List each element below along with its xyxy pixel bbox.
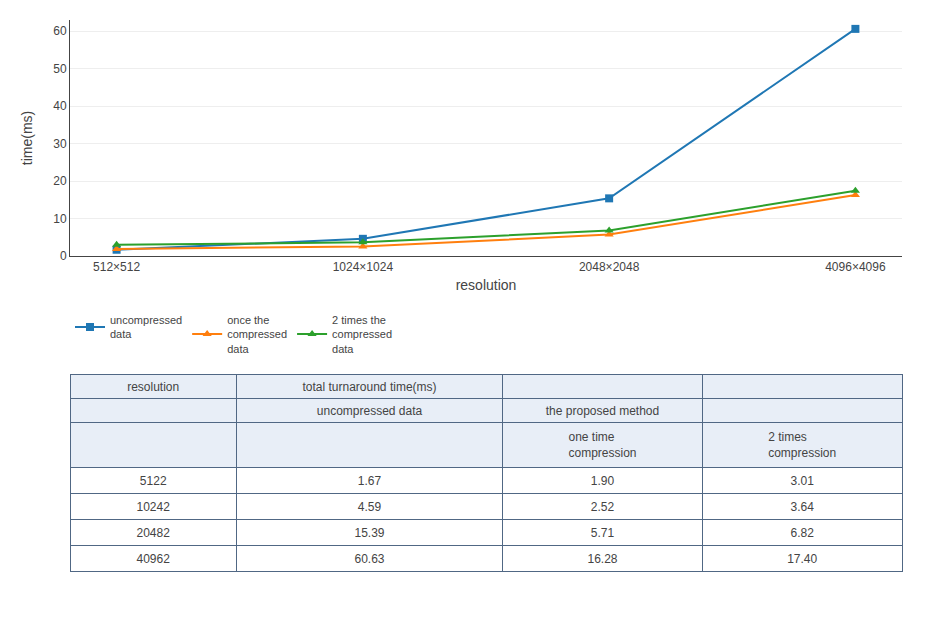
svg-text:2048×2048: 2048×2048 [579, 260, 640, 274]
svg-text:2 timescompression: 2 timescompression [768, 430, 836, 460]
svg-text:17.40: 17.40 [787, 552, 817, 566]
svg-text:5.71: 5.71 [591, 526, 615, 540]
svg-text:0: 0 [60, 249, 67, 263]
svg-text:20482: 20482 [137, 526, 171, 540]
svg-text:20: 20 [53, 174, 67, 188]
svg-text:40962: 40962 [137, 552, 171, 566]
svg-text:time(ms): time(ms) [19, 111, 35, 165]
svg-text:40: 40 [53, 99, 67, 113]
svg-text:once thecompresseddata: once thecompresseddata [227, 314, 287, 355]
svg-text:60: 60 [53, 24, 67, 38]
svg-text:6.82: 6.82 [790, 526, 814, 540]
svg-text:resolution: resolution [456, 277, 517, 293]
svg-text:60.63: 60.63 [355, 552, 385, 566]
svg-text:one timecompression: one timecompression [568, 430, 636, 460]
svg-text:resolution: resolution [127, 380, 179, 394]
svg-text:the proposed method: the proposed method [546, 404, 659, 418]
svg-text:30: 30 [53, 137, 67, 151]
svg-text:3.01: 3.01 [790, 474, 814, 488]
svg-text:1024×1024: 1024×1024 [333, 260, 394, 274]
svg-text:total turnaround time(ms): total turnaround time(ms) [302, 380, 436, 394]
svg-text:uncompressed data: uncompressed data [317, 404, 423, 418]
svg-text:2.52: 2.52 [591, 500, 615, 514]
svg-text:50: 50 [53, 62, 67, 76]
svg-text:2 times thecompresseddata: 2 times thecompresseddata [332, 314, 392, 355]
svg-text:16.28: 16.28 [587, 552, 617, 566]
svg-text:512×512: 512×512 [93, 260, 140, 274]
svg-text:10242: 10242 [137, 500, 171, 514]
svg-text:3.64: 3.64 [790, 500, 814, 514]
svg-text:5122: 5122 [140, 474, 167, 488]
svg-text:4.59: 4.59 [358, 500, 382, 514]
svg-text:4096×4096: 4096×4096 [825, 260, 886, 274]
svg-text:uncompresseddata: uncompresseddata [110, 314, 182, 340]
svg-text:1.90: 1.90 [591, 474, 615, 488]
svg-text:10: 10 [53, 212, 67, 226]
svg-text:1.67: 1.67 [358, 474, 382, 488]
svg-text:15.39: 15.39 [355, 526, 385, 540]
